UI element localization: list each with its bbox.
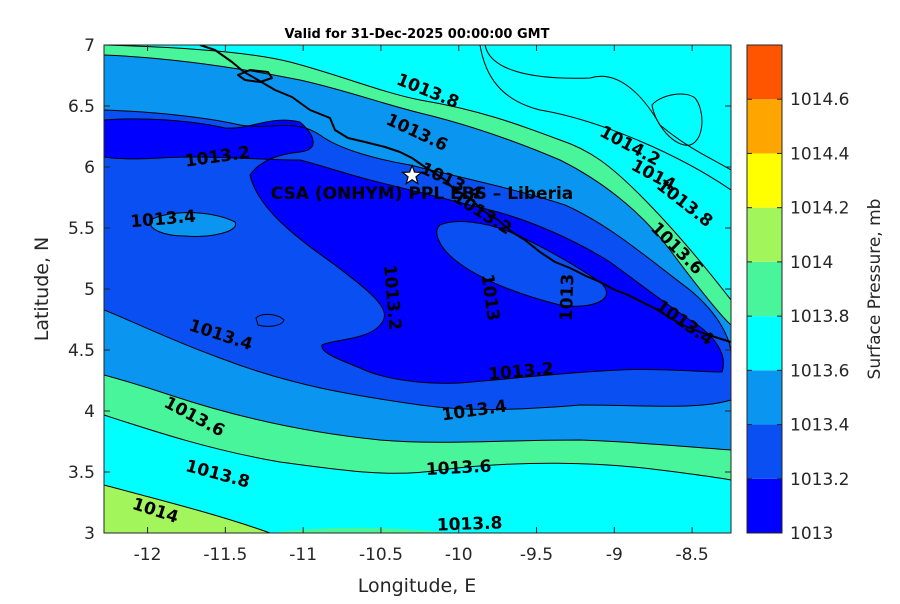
contour-line-1013-8-south [104, 414, 731, 481]
contour-line-1013-6-south [104, 374, 731, 451]
colorbar-band [747, 45, 782, 100]
map-title: Valid for 31-Dec-2025 00:00:00 GMT [285, 27, 550, 42]
colorbar-tick-label: 1013.6 [790, 361, 849, 381]
x-tick-label: -10.5 [359, 545, 403, 565]
band-1013-2-spot [256, 314, 284, 327]
colorbar-band [747, 207, 782, 262]
contour-line-1014-4 [651, 93, 703, 146]
colorbar-band [747, 153, 782, 208]
y-tick-label: 6.5 [68, 97, 95, 117]
band-1013-2-west-island [149, 212, 236, 237]
colorbar-band [747, 99, 782, 154]
contour-fill [104, 45, 731, 533]
y-tick-label: 6 [84, 158, 95, 178]
coastline-liberia [199, 45, 731, 343]
contour-line-1013-4-island [149, 212, 236, 237]
contour-label: 1013 [557, 274, 579, 322]
x-tick-label: -9.5 [520, 545, 553, 565]
y-tick-label: 3 [84, 524, 95, 544]
colorbar-tick-label: 1013.2 [790, 470, 849, 490]
contour-line-1013-6 [104, 54, 731, 326]
x-tick-label: -12 [134, 545, 162, 565]
colorbar-tick-label: 1013 [790, 524, 833, 544]
y-axis-ticks: 3 3.5 4 4.5 5 5.5 6 6.5 7 [68, 36, 731, 544]
contour-line-1014-north [479, 45, 731, 191]
x-tick-label: -11.5 [203, 545, 247, 565]
station-marker: CSA (ONHYM) PPL EBS – Liberia [271, 163, 574, 204]
contour-lines [104, 45, 731, 533]
colorbar-band [747, 370, 782, 425]
colorbar-tick-label: 1014.4 [790, 144, 849, 164]
band-1013-2-inner [436, 221, 607, 307]
coastline [199, 45, 731, 343]
star-icon [400, 163, 424, 186]
y-axis-label: Latitude, N [31, 237, 53, 342]
colorbar-band [747, 424, 782, 479]
contour-line-1013-2-spot [255, 313, 285, 327]
contour-line-1013-4-south [104, 309, 731, 411]
x-tick-label: -8.5 [676, 545, 709, 565]
y-tick-label: 3.5 [68, 463, 95, 483]
contour-line-1013-2 [104, 118, 724, 384]
y-tick-label: 5 [84, 280, 95, 300]
contour-label: 1013.8 [436, 513, 502, 535]
x-tick-label: -11 [289, 545, 317, 565]
contour-line-1013-8-north [104, 45, 731, 301]
x-axis-label: Longitude, E [358, 575, 477, 597]
colorbar-label: Surface Pressure, mb [865, 199, 885, 380]
band-1013-0 [104, 118, 724, 384]
contour-line-1014-2 [484, 45, 731, 171]
x-axis-ticks: -12 -11.5 -11 -10.5 -10 -9.5 -9 -8.5 [134, 45, 709, 565]
colorbar-tick-label: 1014.2 [790, 199, 849, 219]
colorbar-band [747, 316, 782, 371]
colorbar-tick-label: 1014 [790, 253, 833, 273]
contour-line-1014-south [104, 484, 271, 533]
colorbar-band [747, 478, 782, 533]
colorbar: 1013 1013.2 1013.4 1013.6 1013.8 1014 1014.2 10… [746, 44, 849, 544]
x-tick-label: -10 [445, 545, 473, 565]
colorbar-tick-label: 1014.6 [790, 90, 849, 110]
band-1013-6 [104, 45, 731, 533]
band-1014-south [104, 485, 270, 533]
colorbar-frame [746, 44, 783, 534]
x-tick-label: -9 [606, 545, 623, 565]
contour-line-1013-4 [104, 109, 731, 356]
y-tick-label: 4.5 [68, 341, 95, 361]
y-tick-label: 5.5 [68, 219, 95, 239]
colorbar-band [747, 261, 782, 317]
colorbar-tick-label: 1013.4 [790, 416, 849, 436]
contour-label: 1013.6 [425, 457, 492, 480]
station-label: CSA (ONHYM) PPL EBS – Liberia [271, 184, 574, 204]
y-tick-label: 7 [84, 36, 95, 56]
y-tick-label: 4 [84, 402, 95, 422]
coastline-islet [237, 69, 273, 83]
colorbar-tick-label: 1013.8 [790, 307, 849, 327]
contour-line-1013-2-inner [436, 220, 607, 307]
